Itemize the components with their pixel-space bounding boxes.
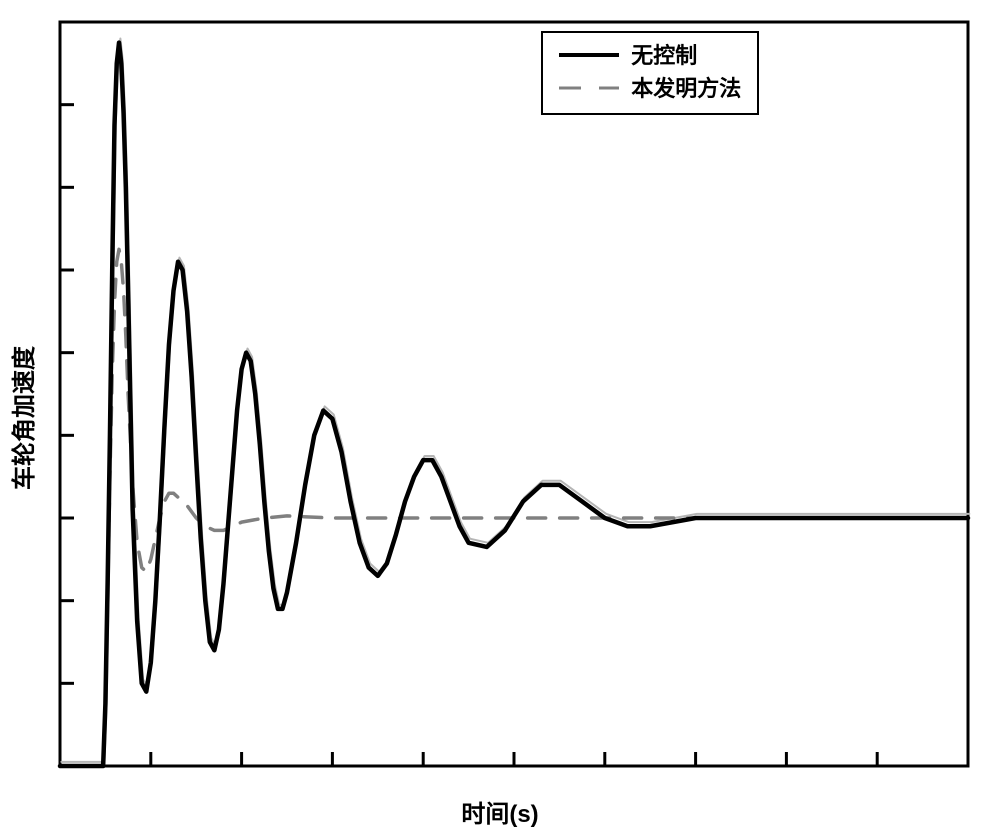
legend-item-1: 本发明方法 [559,72,741,105]
legend-item-0: 无控制 [559,39,741,72]
legend-swatch-1 [559,78,619,98]
plot-svg [0,0,1000,835]
legend: 无控制本发明方法 [541,31,759,115]
legend-label-1: 本发明方法 [631,72,741,105]
chart-container: 车轮角加速度 时间(s) 无控制本发明方法 [0,0,1000,835]
series-0 [60,43,968,766]
legend-swatch-0 [559,45,619,65]
series-1 [60,249,968,766]
legend-label-0: 无控制 [631,39,697,72]
